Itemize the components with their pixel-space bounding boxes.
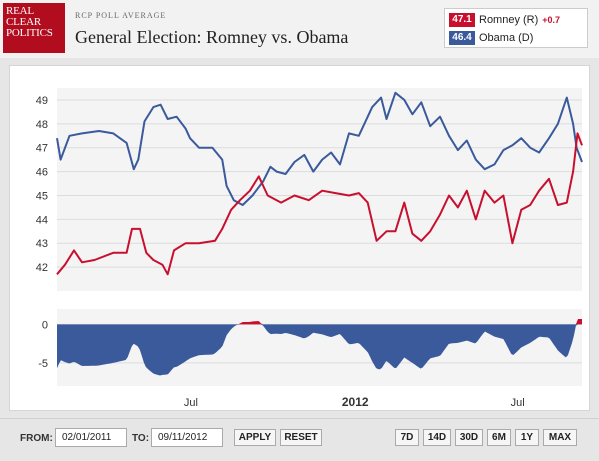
line-chart: 42 43 44 45 46 47 48 49 0 -5 Jul 2012 Jul (36, 88, 583, 409)
to-date-input[interactable]: 09/11/2012 (151, 428, 223, 447)
obama-value-badge: 46.4 (449, 31, 475, 45)
rcp-logo: REAL CLEAR POLITICS (3, 3, 65, 53)
y-tick-label: 43 (36, 238, 48, 250)
logo-line: CLEAR (6, 16, 42, 28)
series-line (56, 132, 583, 276)
chart-area: 42 43 44 45 46 47 48 49 0 -5 Jul 2012 Jul (9, 65, 590, 411)
x-tick-label: 2012 (342, 395, 369, 409)
y-tick-label: 48 (36, 119, 48, 131)
range-max-button[interactable]: MAX (543, 429, 577, 446)
header: REAL CLEAR POLITICS RCP POLL AVERAGE Gen… (0, 0, 599, 58)
to-label: TO: (132, 433, 150, 444)
spread-tick-label: 0 (42, 319, 48, 331)
date-range-controls: FROM: 02/01/2011 TO: 09/11/2012 APPLY RE… (0, 418, 599, 461)
legend-obama[interactable]: 46.4 Obama (D) (449, 30, 533, 46)
range-14d-button[interactable]: 14D (423, 429, 451, 446)
range-1y-button[interactable]: 1Y (515, 429, 539, 446)
y-tick-label: 49 (36, 95, 48, 107)
range-6m-button[interactable]: 6M (487, 429, 511, 446)
chart-title: General Election: Romney vs. Obama (75, 27, 349, 47)
spread-area-negative (57, 324, 582, 376)
legend-romney[interactable]: 47.1 Romney (R) +0.7 (449, 12, 560, 28)
y-tick-label: 47 (36, 143, 48, 155)
plot-background (57, 88, 582, 291)
from-date-input[interactable]: 02/01/2011 (55, 428, 127, 447)
spread-background (57, 309, 582, 386)
y-tick-label: 46 (36, 167, 48, 179)
y-tick-label: 44 (36, 214, 48, 226)
spread-tick-label: -5 (38, 358, 48, 370)
y-tick-label: 45 (36, 190, 48, 202)
apply-button[interactable]: APPLY (234, 429, 276, 446)
romney-change: +0.7 (542, 15, 561, 25)
romney-value-badge: 47.1 (449, 13, 475, 27)
logo-line: REAL (6, 5, 34, 17)
range-7d-button[interactable]: 7D (395, 429, 419, 446)
legend: 47.1 Romney (R) +0.7 46.4 Obama (D) (444, 8, 588, 48)
y-tick-label: 42 (36, 262, 48, 274)
reset-button[interactable]: RESET (280, 429, 322, 446)
romney-label: Romney (R) (479, 14, 539, 26)
x-tick-label: Jul (511, 397, 525, 409)
from-label: FROM: (20, 433, 53, 444)
x-tick-label: Jul (184, 397, 198, 409)
obama-label: Obama (D) (479, 32, 534, 44)
series-line (56, 91, 583, 206)
logo-line: POLITICS (6, 27, 53, 39)
chart-subtitle: RCP POLL AVERAGE (75, 11, 167, 20)
range-30d-button[interactable]: 30D (455, 429, 483, 446)
